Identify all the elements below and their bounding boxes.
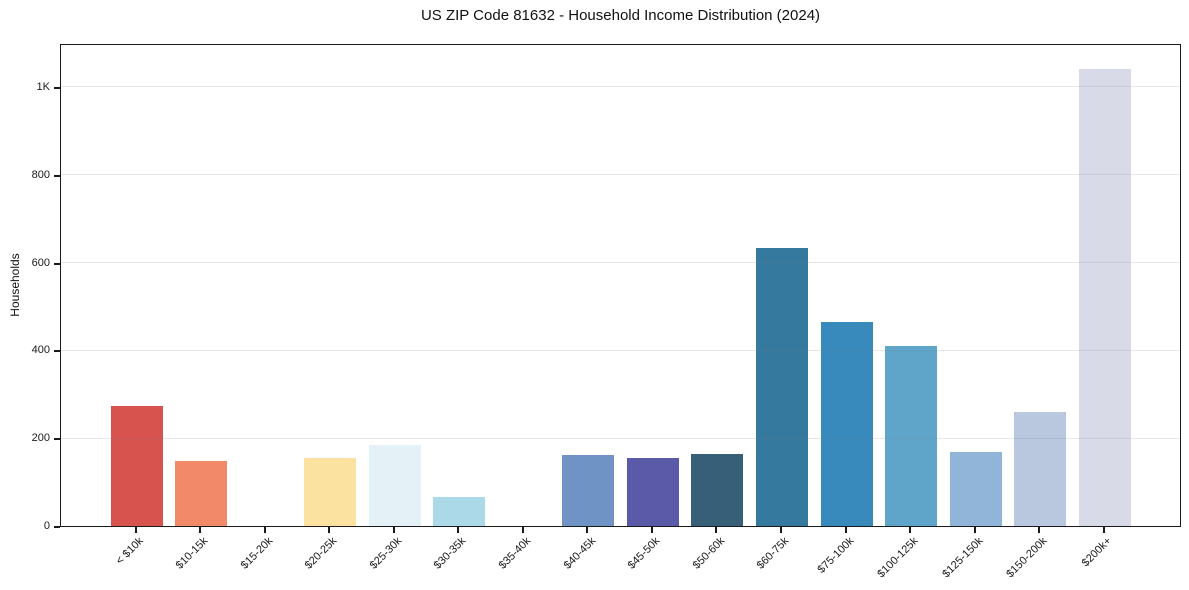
x-tick-mark-13 xyxy=(909,527,912,533)
x-tick-label-8: $40-45k xyxy=(561,535,598,572)
y-tick-label-1k: 1K xyxy=(36,80,50,93)
x-tick-mark-2 xyxy=(199,527,202,533)
bar-40-45k xyxy=(562,455,615,526)
y-tick-mark-600 xyxy=(54,262,60,265)
y-tick-mark-1k xyxy=(54,86,60,89)
bar-30-35k xyxy=(433,497,486,526)
gridline-800 xyxy=(61,174,1180,176)
x-tick-label-12: $75-100k xyxy=(815,535,857,576)
x-tick-label-3: $15-20k xyxy=(238,535,276,572)
bar-125-150k xyxy=(949,452,1002,526)
x-tick-mark-7 xyxy=(521,527,524,533)
gridline-1k xyxy=(61,86,1180,88)
x-tick-mark-15 xyxy=(1038,527,1041,533)
x-tick-label-14: $125-150k xyxy=(939,535,986,581)
x-tick-label-16: $200k+ xyxy=(1080,535,1115,570)
bar-45-50k xyxy=(626,458,679,526)
x-tick-label-9: $45-50k xyxy=(625,535,663,572)
x-tick-mark-6 xyxy=(457,527,460,533)
gridline-600 xyxy=(61,262,1180,264)
x-tick-mark-16 xyxy=(1102,527,1105,533)
bar-200k xyxy=(1078,69,1131,526)
y-tick-mark-800 xyxy=(54,174,60,177)
x-tick-mark-12 xyxy=(844,527,847,533)
bar-25-30k xyxy=(368,445,421,526)
x-tick-mark-11 xyxy=(780,527,782,533)
x-tick-mark-3 xyxy=(263,527,266,533)
bar-100-125k xyxy=(885,346,938,526)
plot-area xyxy=(60,44,1181,527)
bar-75-100k xyxy=(820,322,873,526)
y-tick-label-400: 400 xyxy=(31,344,50,357)
bar-60-75k xyxy=(756,248,808,526)
bar-20-25k xyxy=(304,458,357,526)
x-tick-label-7: $35-40k xyxy=(496,535,534,572)
x-tick-label-1: < $10k xyxy=(113,535,146,568)
x-tick-label-13: $100-125k xyxy=(875,535,921,581)
x-tick-mark-10 xyxy=(715,527,718,533)
gridline-400 xyxy=(61,349,1180,351)
bar-10k xyxy=(110,406,163,526)
gridline-200 xyxy=(61,437,1180,439)
y-tick-label-0: 0 xyxy=(43,520,50,532)
bar-10-15k xyxy=(175,461,228,526)
y-tick-mark-400 xyxy=(54,350,60,353)
x-tick-mark-9 xyxy=(650,527,653,533)
y-tick-label-200: 200 xyxy=(31,432,50,445)
bar-150-200k xyxy=(1014,412,1067,526)
x-tick-label-5: $25-30k xyxy=(367,535,405,572)
x-tick-mark-5 xyxy=(392,527,395,533)
y-tick-label-600: 600 xyxy=(31,256,50,269)
y-tick-mark-0 xyxy=(54,526,60,528)
x-tick-label-2: $10-15k xyxy=(173,535,211,572)
x-tick-mark-14 xyxy=(973,527,976,533)
bar-50-60k xyxy=(691,454,744,526)
y-tick-mark-200 xyxy=(54,438,60,441)
x-tick-label-15: $150-200k xyxy=(1004,535,1050,581)
x-tick-mark-4 xyxy=(328,527,331,533)
x-tick-label-11: $60-75k xyxy=(754,535,792,572)
x-tick-mark-1 xyxy=(134,527,137,533)
y-tick-label-800: 800 xyxy=(31,168,50,181)
chart-title: US ZIP Code 81632 - Household Income Dis… xyxy=(420,7,821,24)
x-tick-label-4: $20-25k xyxy=(303,535,340,572)
x-tick-label-6: $30-35k xyxy=(432,535,469,572)
x-tick-label-10: $50-60k xyxy=(690,535,727,572)
x-tick-mark-8 xyxy=(586,527,589,533)
